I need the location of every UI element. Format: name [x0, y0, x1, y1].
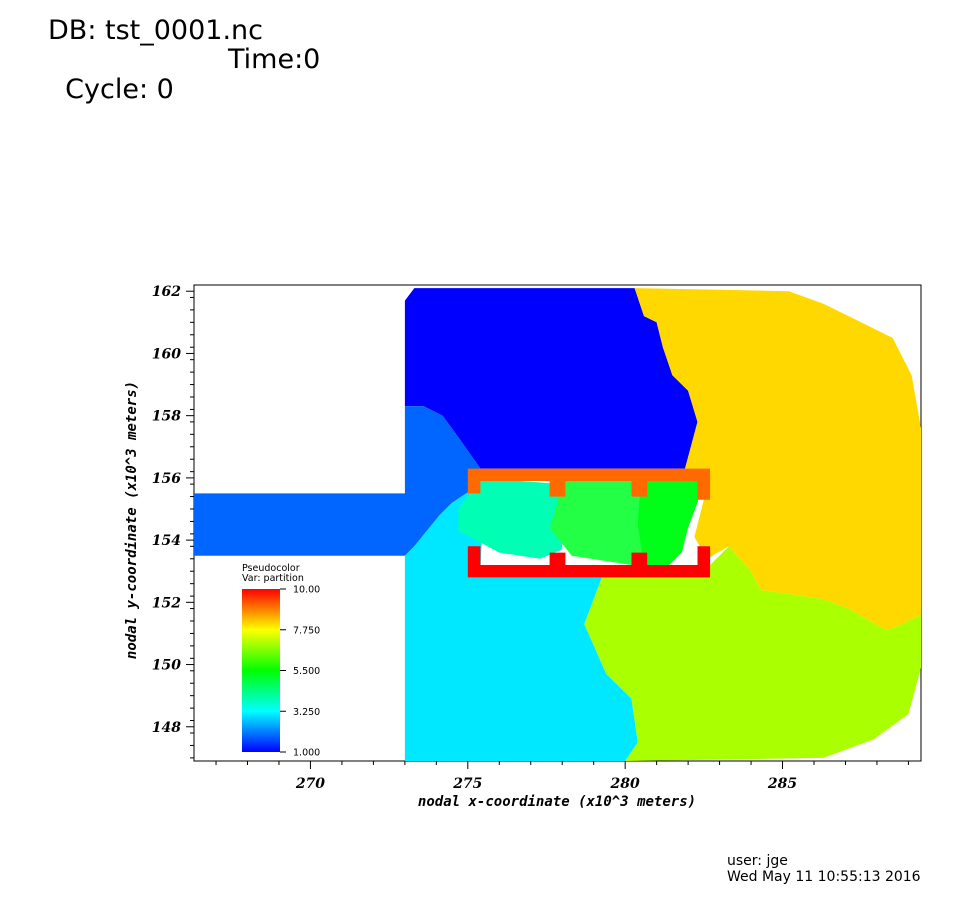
- legend-tick-label: 3.250: [293, 707, 320, 718]
- partition-regions: [194, 288, 921, 761]
- x-tick-label: 270: [295, 776, 325, 792]
- y-tick-label: 160: [152, 346, 181, 362]
- legend-title: Pseudocolor: [242, 563, 300, 574]
- axes: 270 275 280 285 148 150 152 154 156 158 160 162: [152, 284, 909, 792]
- cycle-time-line: Cycle: 0 Time:0: [48, 45, 320, 135]
- y-axis-title: nodal y-coordinate (x10^3 meters): [124, 381, 140, 659]
- y-tick-label: 154: [152, 533, 181, 549]
- x-tick-label: 285: [767, 776, 797, 792]
- partition-region-4: [458, 477, 563, 559]
- legend-var-label: Var: partition: [242, 573, 304, 584]
- partition-region-3: [404, 490, 638, 761]
- legend-tick-label: 7.750: [293, 625, 320, 636]
- partition-region-2: [194, 406, 481, 556]
- partition-region-6: [637, 477, 704, 565]
- legend-tick-label: 5.500: [293, 666, 320, 677]
- database-title: DB: tst_0001.nc: [48, 15, 263, 46]
- y-tick-label: 158: [152, 409, 181, 425]
- partition-region-1: [404, 288, 698, 469]
- legend: Pseudocolor Var: partition 10.00 7.750 5.5…: [242, 563, 320, 759]
- partition-region-5: [549, 477, 644, 565]
- y-tick-label: 150: [152, 658, 181, 674]
- legend-tick-label: 1.000: [293, 748, 320, 759]
- time-label: Time:0: [228, 44, 321, 75]
- cycle-label: Cycle: 0: [65, 74, 174, 105]
- partition-region-8: [634, 288, 921, 631]
- x-tick-label: 275: [452, 776, 482, 792]
- x-tick-label: 280: [610, 776, 640, 792]
- y-tick-label: 152: [152, 595, 181, 611]
- date-label: Wed May 11 10:55:13 2016: [727, 869, 921, 885]
- y-tick-label: 156: [152, 471, 181, 487]
- legend-tick-label: 10.00: [293, 585, 320, 596]
- user-label: user: jge: [727, 853, 788, 869]
- partition-region-9: [467, 468, 711, 500]
- y-tick-label: 148: [152, 720, 181, 736]
- legend-colorbar: [242, 589, 280, 752]
- x-axis-title: nodal x-coordinate (x10^3 meters): [418, 794, 696, 810]
- partition-region-7: [584, 546, 921, 761]
- partition-region-10: [467, 546, 711, 578]
- y-tick-label: 162: [152, 284, 181, 300]
